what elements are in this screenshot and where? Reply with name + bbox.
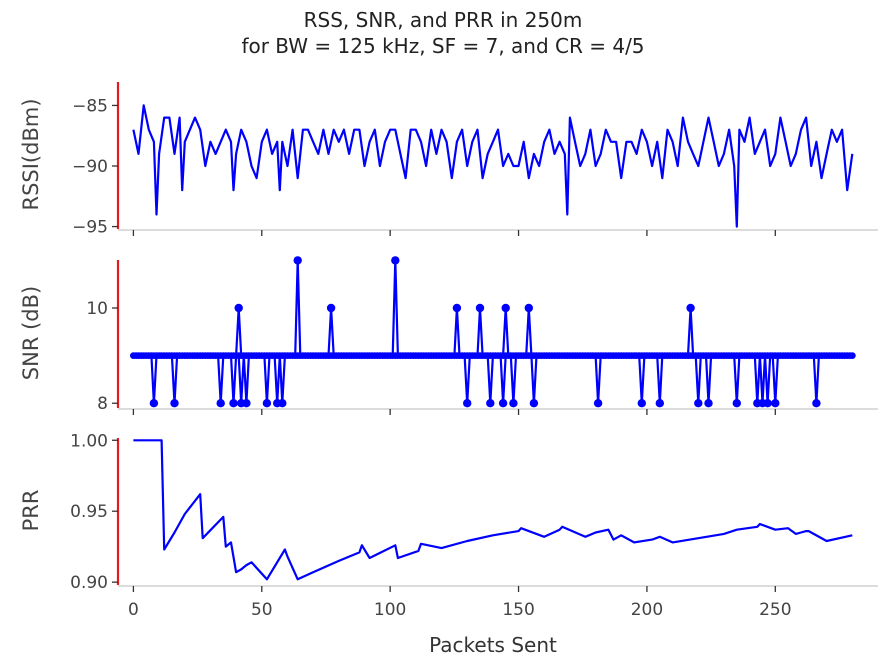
panel-snr: 10 8 SNR (dB): [19, 256, 878, 415]
snr-spike-point: [655, 399, 664, 408]
y-tick-label: 1.00: [70, 431, 108, 451]
snr-spike-point: [529, 399, 539, 408]
snr-spike-point: [293, 256, 302, 265]
snr-spike-point: [593, 399, 603, 408]
panel-rssi: −85 −90 −95 RSSI(dBm): [19, 82, 878, 238]
prr-series-line: [133, 439, 853, 581]
y-tick-label: 0.95: [70, 502, 108, 522]
snr-spike-point: [475, 303, 485, 313]
snr-spike-point: [763, 399, 772, 408]
y-axis-label-prr: PRR: [19, 490, 43, 532]
rssi-series-line: [132, 104, 854, 228]
panel-prr: 0 50 100 150 200 250 1.00 0.95 0.90 PRR: [19, 431, 878, 620]
snr-spike-point: [463, 399, 472, 408]
snr-spike-point: [229, 399, 238, 408]
snr-spike-point: [812, 399, 821, 408]
x-tick-label: 100: [374, 600, 406, 620]
y-axis-label-snr: SNR (dB): [19, 286, 43, 380]
snr-spike-point: [326, 303, 336, 313]
snr-spike-point: [694, 399, 703, 408]
snr-spike-point: [637, 399, 646, 408]
y-tick-label: 10: [86, 299, 108, 319]
snr-spike-point: [170, 399, 179, 408]
snr-spike-point: [732, 399, 741, 408]
snr-spike-point: [234, 303, 243, 313]
snr-spike-point: [262, 399, 272, 408]
snr-spike-point: [501, 303, 510, 313]
y-axis-label-rssi: RSSI(dBm): [19, 98, 43, 210]
snr-series-line: [133, 259, 853, 405]
x-tick-label: 250: [759, 600, 791, 620]
snr-spike-point: [242, 399, 251, 408]
snr-spike-point: [704, 399, 713, 408]
x-tick-label: 150: [502, 600, 534, 620]
y-tick-label: 8: [97, 394, 108, 414]
snr-spike-point: [509, 399, 518, 408]
y-tick-label: −90: [72, 157, 108, 177]
x-tick-label: 200: [631, 600, 663, 620]
snr-spike-point: [771, 399, 780, 408]
snr-spike-point: [216, 399, 225, 408]
chart-title-line-1: RSS, SNR, and PRR in 250m: [303, 8, 583, 32]
x-tick-label: 50: [251, 600, 273, 620]
snr-spike-point: [391, 256, 400, 265]
x-axis-label: Packets Sent: [429, 633, 557, 657]
snr-spike-point: [149, 399, 159, 408]
snr-spike-point: [452, 303, 462, 313]
chart-title-line-2: for BW = 125 kHz, SF = 7, and CR = 4/5: [241, 34, 645, 58]
snr-spike-point: [498, 399, 508, 408]
snr-spike-point: [486, 399, 495, 408]
snr-spike-point: [524, 303, 533, 313]
y-tick-label: −95: [72, 218, 108, 238]
y-tick-label: 0.90: [70, 573, 108, 593]
x-tick-label: 0: [128, 600, 139, 620]
snr-point: [848, 352, 856, 359]
y-tick-label: −85: [72, 96, 108, 116]
snr-spike-point: [278, 399, 287, 408]
snr-spike-point: [686, 303, 695, 313]
